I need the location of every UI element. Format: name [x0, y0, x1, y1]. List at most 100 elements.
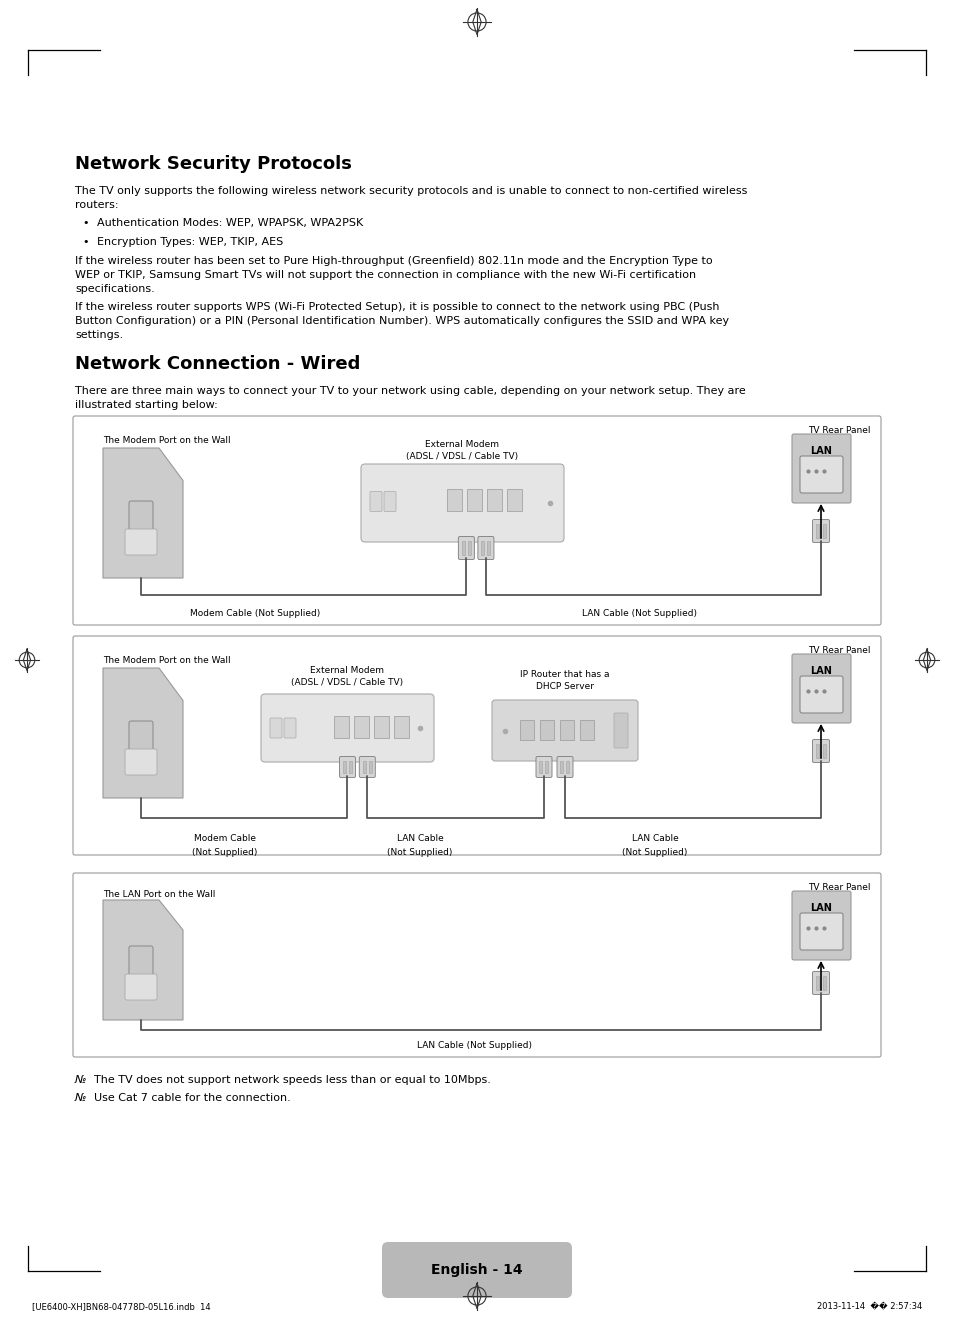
FancyBboxPatch shape	[800, 676, 842, 713]
FancyBboxPatch shape	[125, 749, 157, 775]
Text: LAN Cable: LAN Cable	[396, 834, 443, 843]
Text: Encryption Types: WEP, TKIP, AES: Encryption Types: WEP, TKIP, AES	[97, 236, 283, 247]
FancyBboxPatch shape	[791, 435, 850, 503]
FancyBboxPatch shape	[822, 524, 825, 538]
Text: LAN: LAN	[810, 446, 832, 456]
Text: [UE6400-XH]BN68-04778D-05L16.indb  14: [UE6400-XH]BN68-04778D-05L16.indb 14	[32, 1303, 211, 1310]
Text: Authentication Modes: WEP, WPAPSK, WPA2PSK: Authentication Modes: WEP, WPAPSK, WPA2P…	[97, 218, 363, 229]
FancyBboxPatch shape	[261, 694, 434, 762]
FancyBboxPatch shape	[800, 913, 842, 950]
Text: LAN Cable (Not Supplied): LAN Cable (Not Supplied)	[582, 609, 697, 618]
Text: The LAN Port on the Wall: The LAN Port on the Wall	[103, 890, 215, 900]
FancyBboxPatch shape	[477, 536, 494, 560]
Text: The Modem Port on the Wall: The Modem Port on the Wall	[103, 657, 231, 664]
Polygon shape	[103, 448, 183, 579]
Text: Modem Cable: Modem Cable	[193, 834, 255, 843]
FancyBboxPatch shape	[466, 489, 481, 511]
Text: (Not Supplied): (Not Supplied)	[621, 848, 687, 857]
FancyBboxPatch shape	[394, 716, 409, 738]
FancyBboxPatch shape	[815, 524, 818, 538]
FancyBboxPatch shape	[560, 761, 563, 773]
Text: IP Router that has a: IP Router that has a	[519, 670, 609, 679]
FancyBboxPatch shape	[812, 519, 828, 543]
Text: English - 14: English - 14	[431, 1263, 522, 1277]
FancyBboxPatch shape	[791, 890, 850, 960]
Text: •: •	[82, 218, 89, 229]
FancyBboxPatch shape	[815, 976, 818, 989]
FancyBboxPatch shape	[815, 744, 818, 758]
FancyBboxPatch shape	[791, 654, 850, 723]
Text: DHCP Server: DHCP Server	[536, 682, 594, 691]
Text: 2013-11-14  �� 2:57:34: 2013-11-14 �� 2:57:34	[816, 1303, 921, 1310]
FancyBboxPatch shape	[539, 720, 554, 740]
Text: (Not Supplied): (Not Supplied)	[193, 848, 257, 857]
FancyBboxPatch shape	[73, 416, 880, 625]
FancyBboxPatch shape	[461, 542, 464, 555]
FancyBboxPatch shape	[539, 761, 542, 773]
Text: Modem Cable (Not Supplied): Modem Cable (Not Supplied)	[190, 609, 320, 618]
FancyBboxPatch shape	[270, 719, 282, 738]
Text: The TV does not support network speeds less than or equal to 10Mbps.: The TV does not support network speeds l…	[94, 1075, 491, 1085]
FancyBboxPatch shape	[374, 716, 389, 738]
FancyBboxPatch shape	[129, 721, 152, 756]
Text: Network Connection - Wired: Network Connection - Wired	[75, 355, 360, 373]
FancyBboxPatch shape	[362, 761, 365, 773]
FancyBboxPatch shape	[129, 946, 152, 980]
FancyBboxPatch shape	[822, 744, 825, 758]
Text: The Modem Port on the Wall: The Modem Port on the Wall	[103, 436, 231, 445]
Text: The TV only supports the following wireless network security protocols and is un: The TV only supports the following wirel…	[75, 186, 746, 196]
Text: №: №	[75, 1092, 87, 1103]
FancyBboxPatch shape	[519, 720, 534, 740]
Text: settings.: settings.	[75, 330, 123, 339]
FancyBboxPatch shape	[284, 719, 295, 738]
Text: External Modem: External Modem	[310, 666, 384, 675]
FancyBboxPatch shape	[545, 761, 548, 773]
Text: LAN Cable (Not Supplied): LAN Cable (Not Supplied)	[417, 1041, 532, 1050]
FancyBboxPatch shape	[73, 873, 880, 1057]
Text: TV Rear Panel: TV Rear Panel	[807, 425, 870, 435]
FancyBboxPatch shape	[506, 489, 521, 511]
FancyBboxPatch shape	[566, 761, 569, 773]
Text: LAN: LAN	[810, 904, 832, 913]
FancyBboxPatch shape	[369, 761, 372, 773]
FancyBboxPatch shape	[360, 464, 563, 542]
FancyBboxPatch shape	[343, 761, 346, 773]
Polygon shape	[103, 668, 183, 798]
Text: №: №	[75, 1075, 87, 1085]
FancyBboxPatch shape	[384, 491, 395, 511]
Text: LAN: LAN	[810, 666, 832, 676]
Text: LAN Cable: LAN Cable	[631, 834, 678, 843]
Text: (Not Supplied): (Not Supplied)	[387, 848, 453, 857]
FancyBboxPatch shape	[125, 528, 157, 555]
FancyBboxPatch shape	[557, 757, 573, 778]
FancyBboxPatch shape	[339, 757, 355, 778]
Text: If the wireless router has been set to Pure High-throughput (Greenfield) 802.11n: If the wireless router has been set to P…	[75, 256, 712, 266]
Text: If the wireless router supports WPS (Wi-Fi Protected Setup), it is possible to c: If the wireless router supports WPS (Wi-…	[75, 303, 719, 312]
FancyBboxPatch shape	[467, 542, 471, 555]
FancyBboxPatch shape	[536, 757, 552, 778]
FancyBboxPatch shape	[486, 489, 501, 511]
FancyBboxPatch shape	[481, 542, 484, 555]
FancyBboxPatch shape	[129, 501, 152, 535]
Text: WEP or TKIP, Samsung Smart TVs will not support the connection in compliance wit: WEP or TKIP, Samsung Smart TVs will not …	[75, 269, 696, 280]
Text: •: •	[82, 236, 89, 247]
FancyBboxPatch shape	[559, 720, 574, 740]
FancyBboxPatch shape	[125, 974, 157, 1000]
FancyBboxPatch shape	[800, 456, 842, 493]
FancyBboxPatch shape	[579, 720, 594, 740]
FancyBboxPatch shape	[354, 716, 369, 738]
Text: TV Rear Panel: TV Rear Panel	[807, 882, 870, 892]
FancyBboxPatch shape	[822, 976, 825, 989]
FancyBboxPatch shape	[492, 700, 638, 761]
FancyBboxPatch shape	[334, 716, 349, 738]
FancyBboxPatch shape	[370, 491, 381, 511]
Polygon shape	[103, 900, 183, 1020]
Text: (ADSL / VDSL / Cable TV): (ADSL / VDSL / Cable TV)	[291, 678, 403, 687]
Text: Network Security Protocols: Network Security Protocols	[75, 155, 352, 173]
Text: Button Configuration) or a PIN (Personal Identification Number). WPS automatical: Button Configuration) or a PIN (Personal…	[75, 316, 728, 326]
Text: There are three main ways to connect your TV to your network using cable, depend: There are three main ways to connect you…	[75, 386, 745, 396]
Text: External Modem: External Modem	[425, 440, 499, 449]
FancyBboxPatch shape	[349, 761, 352, 773]
FancyBboxPatch shape	[487, 542, 490, 555]
Text: TV Rear Panel: TV Rear Panel	[807, 646, 870, 655]
